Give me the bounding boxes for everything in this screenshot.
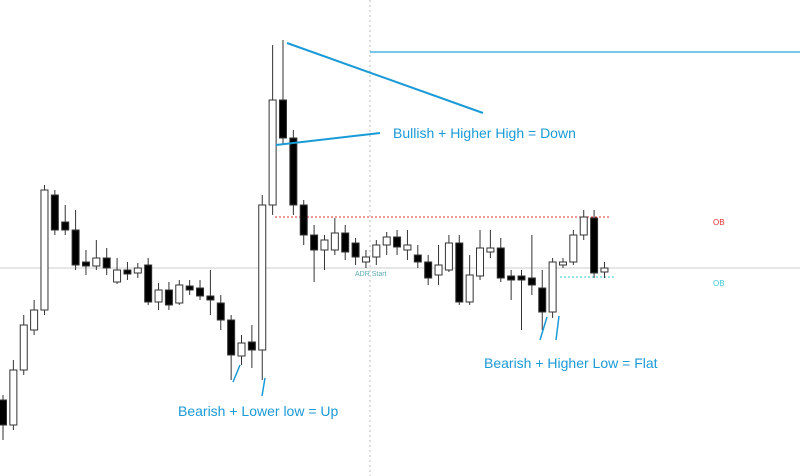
candle-body: [496, 247, 505, 279]
annotation-arrow: [275, 132, 381, 146]
candle-body: [237, 342, 246, 357]
session-label: ADR Start: [355, 271, 387, 278]
candle-body: [382, 236, 391, 246]
annotation: Bearish + Lower low = Up: [178, 403, 339, 419]
candle-body: [123, 269, 132, 275]
annotation: Bearish + Higher Low = Flat: [484, 355, 658, 371]
candle-body: [50, 194, 59, 231]
candle-body: [206, 295, 215, 301]
ob-label: OB: [713, 218, 725, 227]
candle-body: [486, 247, 495, 253]
candle-body: [320, 239, 329, 251]
candle-body: [600, 267, 609, 273]
candle-body: [517, 275, 526, 281]
candle-body: [507, 275, 516, 281]
candle-body: [310, 234, 319, 251]
candle-body: [144, 264, 153, 303]
candle-body: [268, 99, 277, 206]
candle-body: [299, 204, 308, 236]
candle-body: [9, 369, 18, 426]
candle-body: [569, 234, 578, 263]
candle-body: [92, 257, 101, 267]
annotation-arrow: [261, 377, 266, 397]
candle-body: [113, 269, 122, 283]
candle-body: [361, 256, 370, 263]
candle-body: [175, 284, 184, 304]
candle-body: [196, 287, 205, 297]
candle-body: [527, 277, 536, 286]
candle-body: [278, 99, 287, 139]
annotation: Bullish + Higher High = Down: [393, 125, 576, 141]
candle-body: [372, 244, 381, 258]
candle-body: [0, 399, 7, 426]
candle-body: [590, 217, 599, 274]
annotation-arrow: [286, 42, 484, 114]
candle-body: [403, 244, 412, 251]
candle-body: [538, 287, 547, 313]
candle-body: [424, 261, 433, 279]
candle-body: [102, 257, 111, 269]
candle-body: [413, 254, 422, 263]
candle-body: [154, 289, 163, 303]
candle-body: [30, 309, 39, 331]
candle-body: [341, 232, 350, 253]
candle-body: [81, 261, 90, 267]
candle-body: [247, 341, 256, 351]
candle-body: [444, 242, 453, 271]
candle-body: [185, 285, 194, 291]
candle-body: [289, 137, 298, 206]
candle-body: [351, 242, 360, 258]
candle-body: [434, 264, 443, 276]
candle-body: [19, 324, 28, 371]
annotation-arrow: [539, 316, 548, 341]
candle-body: [133, 267, 142, 274]
candle-body: [548, 261, 557, 313]
candle-body: [71, 229, 80, 266]
candle-body: [455, 242, 464, 303]
candle-body: [216, 302, 225, 321]
candle-body: [258, 204, 267, 351]
ob-label: OB: [713, 279, 725, 288]
candle-body: [476, 247, 485, 277]
annotation-arrow: [232, 364, 241, 383]
candle-body: [465, 274, 474, 303]
candle-body: [558, 261, 567, 266]
candle-body: [393, 236, 402, 248]
annotation-arrow: [555, 315, 560, 341]
candle-body: [579, 216, 588, 236]
candle-body: [40, 189, 49, 311]
candle-body: [227, 319, 236, 356]
candles: [0, 40, 609, 440]
candle-body: [330, 232, 339, 251]
candle-body: [164, 289, 173, 306]
candle-body: [61, 221, 70, 231]
